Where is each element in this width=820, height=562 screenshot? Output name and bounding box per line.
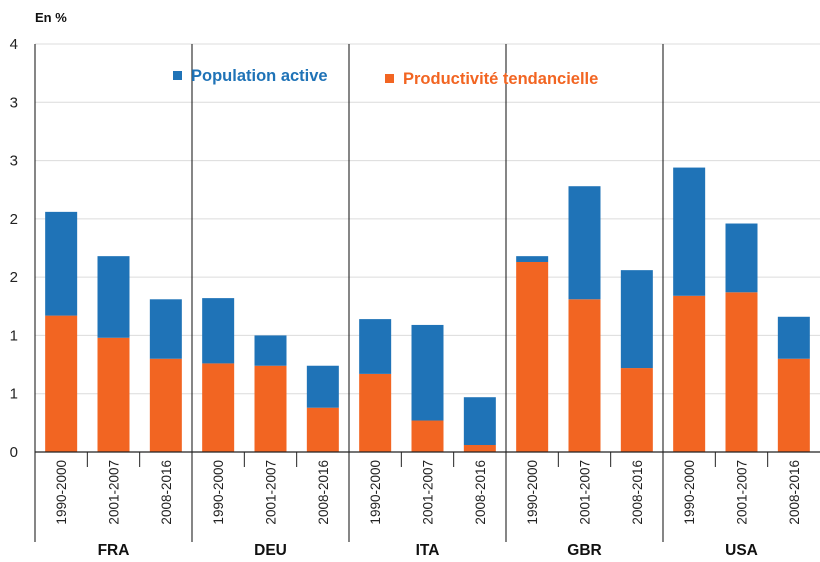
group-label-usa: USA [725,542,758,559]
bar-productivity-gbr-2001-2007 [568,299,601,452]
unit-label: En % [35,10,67,25]
legend-swatch [385,74,394,83]
bar-productivity-gbr-1990-2000 [516,261,549,452]
group-label-gbr: GBR [567,542,601,559]
y-tick-label: 4 [10,36,18,53]
bar-population-gbr-2008-2016 [620,270,653,369]
x-tick-label: 1990-2000 [368,460,383,525]
y-axis-ticks: 0 1 1 2 2 3 3 4 [10,36,18,461]
bars [45,167,810,452]
x-tick-label: 2008-2016 [630,460,645,525]
x-tick-label: 2008-2016 [316,460,331,525]
bar-productivity-deu-1990-2000 [202,363,235,452]
bar-productivity-deu-2008-2016 [306,407,339,452]
x-tick-label: 1990-2000 [682,460,697,525]
bar-productivity-usa-2008-2016 [777,358,810,452]
group-separators [34,44,664,542]
x-tick-label: 2001-2007 [735,460,750,525]
bar-population-ita-1990-2000 [359,319,392,374]
x-tick-label: 2008-2016 [159,460,174,525]
bar-population-deu-2008-2016 [306,365,339,408]
bar-population-fra-2001-2007 [97,256,130,338]
x-axis-ticks: 1990-2000 2001-2007 2008-2016 FRA 1990-2000 2… [54,452,802,559]
x-tick-label: 2008-2016 [787,460,802,525]
legend-label: Population active [191,67,328,85]
bar-population-fra-1990-2000 [45,211,78,316]
y-tick-label: 1 [10,386,18,403]
y-tick-label: 3 [10,94,18,111]
y-tick-label: 1 [10,327,18,344]
x-tick-label: 1990-2000 [54,460,69,525]
group-label-ita: ITA [416,542,440,559]
y-tick-label: 3 [10,153,18,170]
bar-productivity-gbr-2008-2016 [620,368,653,452]
bar-productivity-fra-2008-2016 [149,358,182,452]
bar-population-ita-2001-2007 [411,324,444,421]
group-label-deu: DEU [254,542,287,559]
group-label-fra: FRA [98,542,130,559]
legend-label: Productivité tendancielle [403,70,598,88]
x-tick-label: 2001-2007 [107,460,122,525]
bar-population-gbr-2001-2007 [568,186,601,300]
y-tick-label: 2 [10,211,18,228]
legend-swatch [173,71,182,80]
bar-population-usa-1990-2000 [673,167,706,296]
bar-productivity-ita-2001-2007 [411,420,444,452]
bar-productivity-fra-2001-2007 [97,337,130,452]
bar-population-deu-2001-2007 [254,335,287,366]
x-tick-label: 2001-2007 [421,460,436,525]
bar-population-usa-2001-2007 [725,223,758,293]
legend: Population active Productivité tendanciel… [173,67,598,88]
bar-population-usa-2008-2016 [777,316,810,359]
x-tick-label: 2001-2007 [578,460,593,525]
x-tick-label: 1990-2000 [525,460,540,525]
bar-productivity-fra-1990-2000 [45,315,78,452]
bar-population-gbr-1990-2000 [516,256,549,262]
y-tick-label: 2 [10,269,18,286]
y-tick-label: 0 [10,444,18,461]
bar-population-ita-2008-2016 [463,397,496,446]
bar-productivity-ita-2008-2016 [463,445,496,452]
bar-population-deu-1990-2000 [202,298,235,364]
x-tick-label: 2001-2007 [264,460,279,525]
x-tick-label: 2008-2016 [473,460,488,525]
bar-productivity-deu-2001-2007 [254,365,287,452]
x-tick-label: 1990-2000 [211,460,226,525]
bar-productivity-ita-1990-2000 [359,373,392,452]
bar-productivity-usa-1990-2000 [673,295,706,452]
bar-population-fra-2008-2016 [149,299,182,359]
bar-productivity-usa-2001-2007 [725,292,758,452]
